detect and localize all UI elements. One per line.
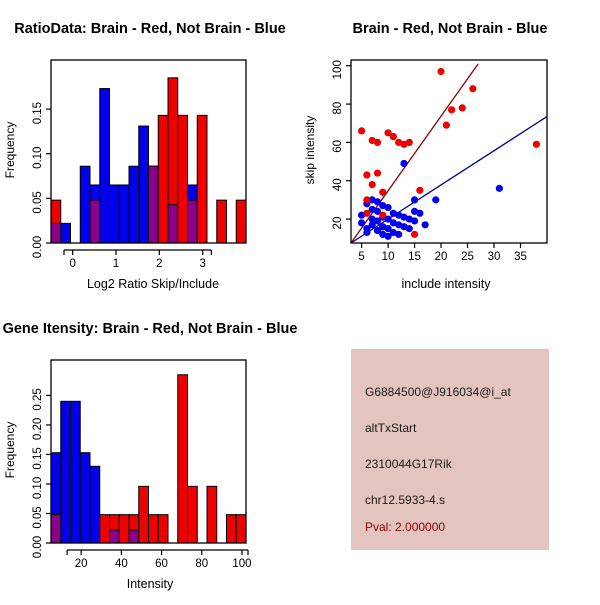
svg-text:Gene Itensity: Brain - Red, No: Gene Itensity: Brain - Red, Not Brain - … — [3, 321, 298, 337]
svg-text:100: 100 — [232, 558, 251, 570]
svg-text:20: 20 — [332, 217, 344, 230]
svg-text:0.05: 0.05 — [32, 506, 44, 528]
svg-text:2: 2 — [156, 258, 162, 270]
svg-text:60: 60 — [332, 140, 344, 153]
svg-text:Pval: 2.000000: Pval: 2.000000 — [365, 520, 445, 534]
svg-text:RatioData: Brain - Red, Not Br: RatioData: Brain - Red, Not Brain - Blue — [14, 21, 286, 37]
svg-text:30: 30 — [488, 251, 501, 263]
svg-text:Log2 Ratio Skip/Include: Log2 Ratio Skip/Include — [87, 277, 219, 291]
svg-text:80: 80 — [332, 102, 344, 115]
svg-text:35: 35 — [514, 251, 527, 263]
svg-text:10: 10 — [382, 251, 395, 263]
svg-text:15: 15 — [408, 251, 421, 263]
svg-text:3: 3 — [199, 258, 205, 270]
svg-text:40: 40 — [332, 178, 344, 191]
svg-text:chr12.5933-4.s: chr12.5933-4.s — [365, 493, 445, 507]
svg-text:0.15: 0.15 — [32, 102, 44, 124]
svg-text:0.20: 0.20 — [32, 418, 44, 440]
svg-text:0.25: 0.25 — [32, 388, 44, 410]
svg-text:0.00: 0.00 — [32, 236, 44, 258]
svg-text:0: 0 — [69, 258, 75, 270]
svg-text:1: 1 — [113, 258, 119, 270]
svg-text:altTxStart: altTxStart — [365, 421, 417, 435]
svg-text:80: 80 — [195, 558, 208, 570]
svg-text:40: 40 — [115, 558, 128, 570]
svg-text:G6884500@J916034@i_at: G6884500@J916034@i_at — [365, 385, 511, 399]
svg-text:Brain - Red, Not Brain - Blue: Brain - Red, Not Brain - Blue — [353, 21, 548, 37]
svg-text:0.10: 0.10 — [32, 147, 44, 169]
svg-text:0.15: 0.15 — [32, 447, 44, 469]
svg-text:100: 100 — [332, 60, 344, 79]
svg-text:0.10: 0.10 — [32, 477, 44, 499]
svg-text:include intensity: include intensity — [402, 277, 492, 291]
svg-text:25: 25 — [461, 251, 474, 263]
svg-text:2310044G17Rik: 2310044G17Rik — [365, 457, 453, 471]
svg-text:60: 60 — [155, 558, 168, 570]
svg-text:20: 20 — [75, 558, 88, 570]
svg-text:Intensity: Intensity — [127, 577, 174, 591]
svg-text:Frequency: Frequency — [3, 422, 17, 479]
svg-text:20: 20 — [435, 251, 448, 263]
svg-text:skip intensity: skip intensity — [303, 116, 317, 185]
svg-text:5: 5 — [358, 251, 364, 263]
svg-text:0.05: 0.05 — [32, 191, 44, 213]
svg-text:0.00: 0.00 — [32, 536, 44, 558]
svg-text:Frequency: Frequency — [3, 122, 17, 179]
